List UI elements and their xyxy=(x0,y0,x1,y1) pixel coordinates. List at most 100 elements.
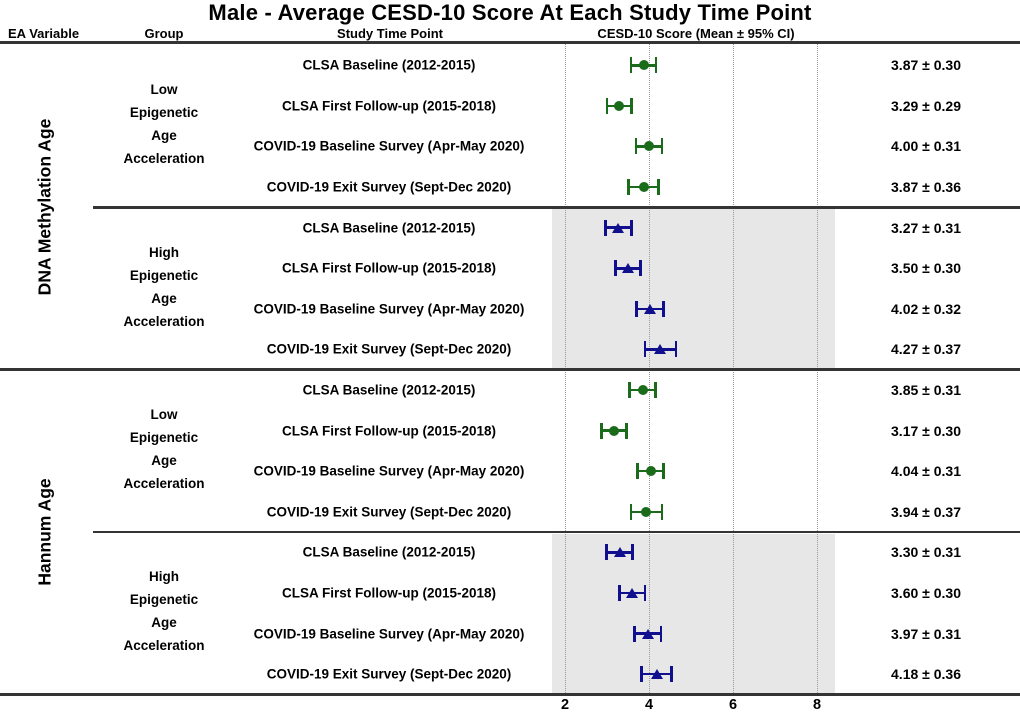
ea-variable-label: Hannum Age xyxy=(34,478,55,586)
error-bar-cap-left xyxy=(628,382,631,399)
time-point-label: CLSA Baseline (2012-2015) xyxy=(302,544,476,560)
time-point-label: COVID-19 Exit Survey (Sept-Dec 2020) xyxy=(266,179,512,195)
error-bar-cap-left xyxy=(600,422,603,439)
error-bar-cap-right xyxy=(625,422,628,439)
error-bar-cap-left xyxy=(605,544,608,561)
group-label: High Epigenetic Age Acceleration xyxy=(123,565,204,657)
mean-ci-value: 3.87 ± 0.30 xyxy=(891,57,961,74)
column-header-study-time-point: Study Time Point xyxy=(337,26,443,41)
time-point-label: CLSA First Follow-up (2015-2018) xyxy=(281,585,497,601)
time-point-label: COVID-19 Exit Survey (Sept-Dec 2020) xyxy=(266,504,512,520)
axis-tick-label: 6 xyxy=(728,697,738,713)
group-label-line: Epigenetic xyxy=(129,429,199,445)
time-point-label: CLSA Baseline (2012-2015) xyxy=(302,220,476,236)
time-point-label: CLSA First Follow-up (2015-2018) xyxy=(281,98,497,114)
group-label: Low Epigenetic Age Acceleration xyxy=(123,403,204,495)
section-divider-line xyxy=(0,368,1020,372)
group-label-line: Acceleration xyxy=(123,151,205,167)
group-label-line: Age xyxy=(151,452,177,468)
error-bar-cap-left xyxy=(634,138,638,155)
group-label-line: Acceleration xyxy=(123,475,205,491)
error-bar-cap-right xyxy=(630,219,633,236)
error-bar-cap-right xyxy=(659,625,662,642)
time-point-label: COVID-19 Baseline Survey (Apr-May 2020) xyxy=(253,301,525,317)
data-point-marker xyxy=(613,547,626,558)
error-bar-cap-left xyxy=(629,57,633,74)
mean-ci-value: 4.00 ± 0.31 xyxy=(891,138,961,155)
data-point-marker xyxy=(645,466,656,477)
axis-tick-label: 8 xyxy=(812,697,822,713)
group-label-line: Age xyxy=(151,128,177,144)
group-divider-line xyxy=(93,530,1020,534)
time-point-label: CLSA Baseline (2012-2015) xyxy=(302,57,476,73)
error-bar-cap-right xyxy=(643,585,647,602)
bottom-axis-line xyxy=(0,693,1020,696)
high-group-shading xyxy=(552,533,835,693)
error-bar-cap-left xyxy=(635,300,638,317)
error-bar-cap-left xyxy=(627,179,630,196)
group-label-line: Low xyxy=(150,406,178,422)
error-bar-cap-left xyxy=(633,625,636,642)
mean-ci-value: 4.04 ± 0.31 xyxy=(891,463,961,480)
column-header-ea-variable: EA Variable xyxy=(8,26,80,41)
group-label: High Epigenetic Age Acceleration xyxy=(123,241,204,333)
figure-title: Male - Average CESD-10 Score At Each Stu… xyxy=(208,0,812,25)
data-point-marker xyxy=(654,344,667,355)
data-point-marker xyxy=(638,182,649,193)
error-bar-cap-right xyxy=(654,57,658,74)
error-bar-cap-left xyxy=(636,463,639,480)
data-point-marker xyxy=(614,100,625,111)
group-label-line: Epigenetic xyxy=(129,105,199,121)
time-point-label: CLSA First Follow-up (2015-2018) xyxy=(281,423,497,439)
group-label-line: Epigenetic xyxy=(129,592,199,608)
error-bar-cap-right xyxy=(657,179,660,196)
data-point-marker xyxy=(638,60,649,71)
axis-tick-label: 2 xyxy=(560,697,570,713)
mean-ci-value: 4.18 ± 0.36 xyxy=(891,666,961,683)
mean-ci-value: 3.87 ± 0.36 xyxy=(891,179,961,196)
data-point-marker xyxy=(609,425,620,436)
error-bar-cap-right xyxy=(654,382,657,399)
data-point-marker xyxy=(622,263,634,274)
group-label-line: Age xyxy=(151,290,177,306)
error-bar-cap-right xyxy=(670,666,673,683)
data-point-marker xyxy=(641,628,654,639)
group-label-line: Acceleration xyxy=(123,313,205,329)
error-bar-cap-right xyxy=(631,544,634,561)
group-divider-line xyxy=(93,206,1020,209)
error-bar-cap-right xyxy=(662,463,665,480)
group-label-line: Acceleration xyxy=(123,638,205,654)
axis-tick-label: 4 xyxy=(644,697,654,713)
error-bar-cap-left xyxy=(618,585,621,602)
time-point-label: COVID-19 Exit Survey (Sept-Dec 2020) xyxy=(266,341,512,357)
mean-ci-value: 3.94 ± 0.37 xyxy=(891,503,961,520)
group-label-line: High xyxy=(148,244,179,260)
header-divider-line xyxy=(0,41,1020,44)
data-point-marker xyxy=(643,303,656,314)
data-point-marker xyxy=(641,506,652,517)
mean-ci-value: 3.17 ± 0.30 xyxy=(891,422,961,439)
data-point-marker xyxy=(650,669,663,680)
error-bar-cap-left xyxy=(605,97,609,114)
error-bar-cap-right xyxy=(662,300,665,317)
time-point-label: CLSA Baseline (2012-2015) xyxy=(302,382,476,398)
error-bar-cap-left xyxy=(643,341,647,358)
data-point-marker xyxy=(612,222,625,233)
mean-ci-value: 3.97 ± 0.31 xyxy=(891,625,961,642)
time-point-label: COVID-19 Baseline Survey (Apr-May 2020) xyxy=(253,138,525,154)
time-point-label: COVID-19 Baseline Survey (Apr-May 2020) xyxy=(253,626,525,642)
mean-ci-value: 3.60 ± 0.30 xyxy=(891,585,961,602)
mean-ci-value: 4.27 ± 0.37 xyxy=(891,341,961,358)
error-bar-cap-right xyxy=(660,138,664,155)
data-point-marker xyxy=(644,141,654,152)
error-bar-cap-right xyxy=(674,341,678,358)
group-label-line: Epigenetic xyxy=(129,267,199,283)
group-label-line: Age xyxy=(151,615,177,631)
ea-variable-label: DNA Methylation Age xyxy=(34,119,55,296)
error-bar-cap-right xyxy=(639,260,642,277)
error-bar-cap-left xyxy=(629,503,633,520)
time-point-label: COVID-19 Baseline Survey (Apr-May 2020) xyxy=(253,463,525,479)
error-bar-cap-left xyxy=(604,219,607,236)
column-header-cesd-score: CESD-10 Score (Mean ± 95% CI) xyxy=(597,26,795,41)
